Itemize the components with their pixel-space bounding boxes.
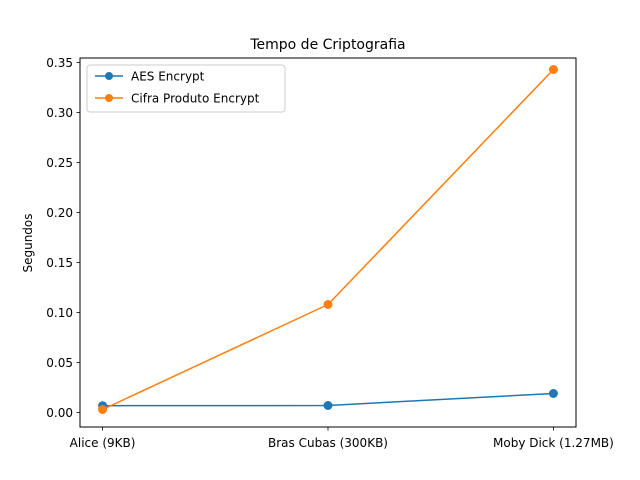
x-tick-label: Bras Cubas (300KB) [268, 436, 388, 450]
legend-label-1: Cifra Produto Encrypt [131, 92, 260, 106]
data-point [548, 389, 558, 398]
y-tick-label: 0.35 [46, 56, 73, 70]
data-point [323, 401, 333, 410]
legend: AES Encrypt Cifra Produto Encrypt [86, 64, 286, 113]
data-point [323, 300, 333, 309]
legend-marker-1 [105, 94, 113, 102]
y-tick-label: 0.05 [46, 356, 73, 370]
y-tick-label: 0.10 [46, 306, 73, 320]
legend-label-0: AES Encrypt [131, 70, 205, 84]
y-tick-label: 0.25 [46, 156, 73, 170]
data-point [548, 65, 558, 74]
series-layer [98, 65, 558, 414]
x-tick-label: Moby Dick (1.27MB) [493, 436, 614, 450]
y-axis-label: Segundos [21, 213, 35, 272]
series-line-1 [102, 68, 554, 411]
y-tick-label: 0.20 [46, 206, 73, 220]
y-tick-label: 0.15 [46, 256, 73, 270]
y-tick-label: 0.30 [46, 106, 73, 120]
y-tick-label: 0.00 [46, 406, 73, 420]
legend-frame [86, 64, 286, 113]
data-point [98, 405, 108, 414]
ticks-layer: 0.00 0.05 0.10 0.15 0.20 0.25 0.30 0.35 Alice (9… [46, 56, 614, 450]
legend-marker-0 [105, 72, 113, 80]
chart-title: Tempo de Criptografia [249, 37, 405, 53]
x-tick-label: Alice (9KB) [70, 436, 136, 450]
plot-area-frame [79, 57, 577, 428]
